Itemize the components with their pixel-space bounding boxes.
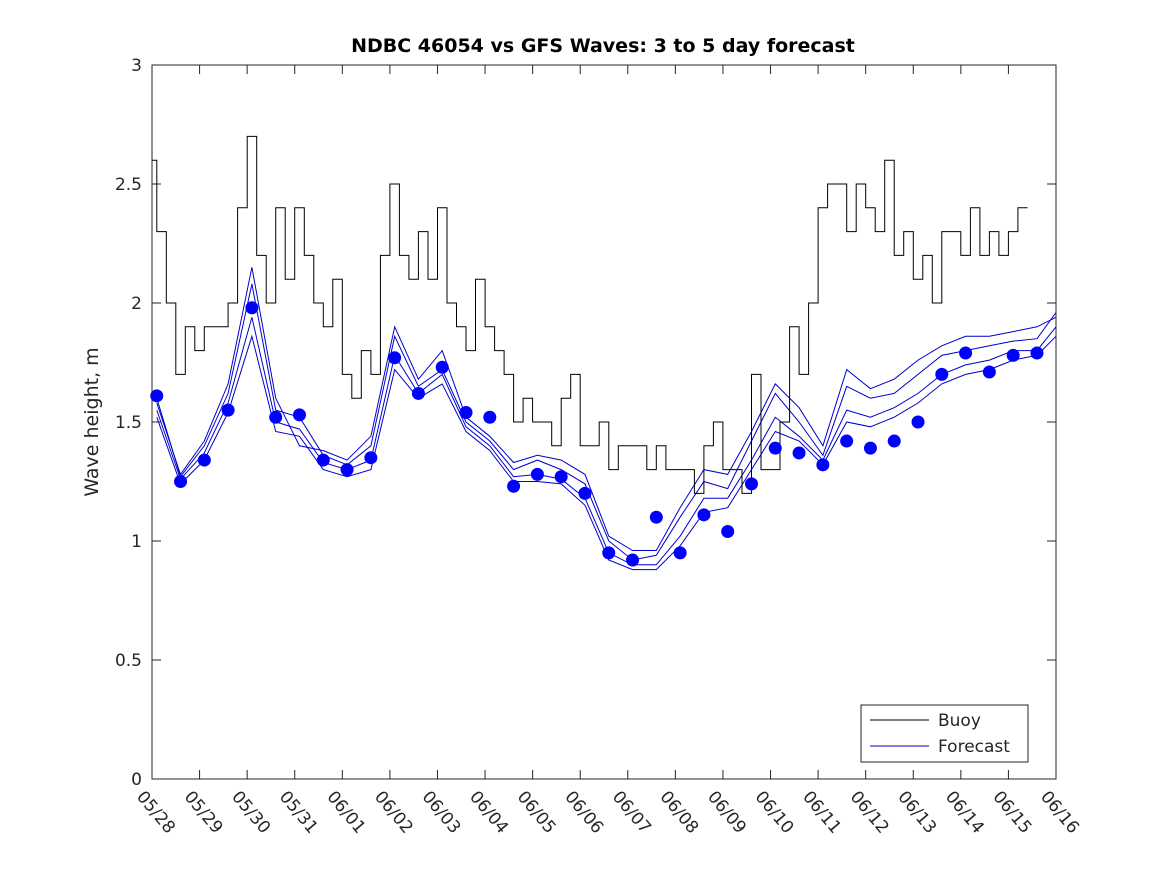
x-tick-label: 06/07 (608, 787, 655, 837)
forecast-point (673, 546, 687, 560)
forecast-point (816, 458, 830, 472)
y-axis-label: Wave height, m (81, 347, 103, 496)
x-tick-label: 06/13 (893, 787, 940, 837)
forecast-point (649, 510, 663, 524)
chart-title: NDBC 46054 vs GFS Waves: 3 to 5 day fore… (351, 35, 855, 57)
x-tick-label: 06/03 (418, 787, 465, 837)
x-tick-label: 06/15 (989, 787, 1036, 837)
legend-box (860, 704, 1029, 763)
x-tick-label: 06/04 (465, 787, 512, 837)
forecast-point (840, 434, 854, 448)
forecast-point (269, 410, 283, 424)
x-tick-label: 06/05 (513, 787, 560, 837)
y-tick-label: 0 (131, 770, 142, 790)
x-tick-label: 06/14 (941, 787, 988, 837)
forecast-point (507, 479, 521, 493)
x-tick-label: 06/16 (1036, 787, 1083, 837)
forecast-point (697, 508, 711, 522)
forecast-line (156, 267, 1057, 551)
forecast-point (554, 470, 568, 484)
forecast-point (578, 486, 592, 500)
y-tick-label: 1.5 (115, 413, 142, 433)
forecast-point (316, 453, 330, 467)
forecast-point (197, 453, 211, 467)
forecast-point (411, 386, 425, 400)
forecast-point (530, 467, 544, 481)
forecast-point (768, 441, 782, 455)
legend-forecast-label: Forecast (938, 737, 1010, 757)
forecast-point (1006, 348, 1020, 362)
x-tick-label: 06/02 (370, 787, 417, 837)
forecast-point (935, 367, 949, 381)
x-tick-label: 05/30 (227, 787, 274, 837)
x-tick-label: 06/01 (322, 787, 369, 837)
forecast-line (156, 317, 1057, 566)
forecast-point (602, 546, 616, 560)
forecast-line (156, 283, 1057, 561)
y-tick-label: 1 (131, 532, 142, 552)
forecast-point (245, 301, 259, 315)
x-tick-label: 06/09 (703, 787, 750, 837)
buoy-line (152, 135, 1028, 494)
x-tick-label: 06/12 (846, 787, 893, 837)
forecast-point (364, 451, 378, 465)
legend-buoy-label: Buoy (938, 711, 981, 731)
forecast-point (982, 365, 996, 379)
forecast-point (388, 351, 402, 365)
forecast-point (959, 346, 973, 360)
x-tick-label: 06/11 (798, 787, 845, 837)
x-tick-label: 06/10 (751, 787, 798, 837)
forecast-point (174, 475, 188, 488)
forecast-point (459, 405, 473, 419)
legend: Buoy Forecast (860, 704, 1029, 763)
forecast-point (792, 446, 806, 460)
forecast-point (1030, 346, 1044, 360)
forecast-point (340, 463, 354, 477)
forecast-point (911, 415, 925, 429)
x-tick-label: 05/31 (275, 787, 322, 837)
x-tick-label: 05/28 (132, 787, 179, 837)
forecast-point (744, 477, 758, 491)
y-tick-label: 3 (131, 56, 142, 76)
forecast-point (721, 524, 735, 538)
x-tick-label: 05/29 (180, 787, 227, 837)
forecast-point (887, 434, 901, 448)
x-tick-label: 06/06 (560, 787, 607, 837)
y-tick-label: 2.5 (115, 175, 142, 195)
forecast-point (150, 389, 164, 403)
forecast-point (221, 403, 235, 417)
x-tick-label: 06/08 (656, 787, 703, 837)
forecast-point (435, 360, 449, 374)
forecast-point (863, 441, 877, 455)
forecast-point (483, 410, 497, 424)
y-tick-label: 2 (131, 294, 142, 314)
y-tick-label: 0.5 (115, 651, 142, 671)
forecast-point (292, 408, 306, 422)
forecast-point (626, 553, 640, 567)
